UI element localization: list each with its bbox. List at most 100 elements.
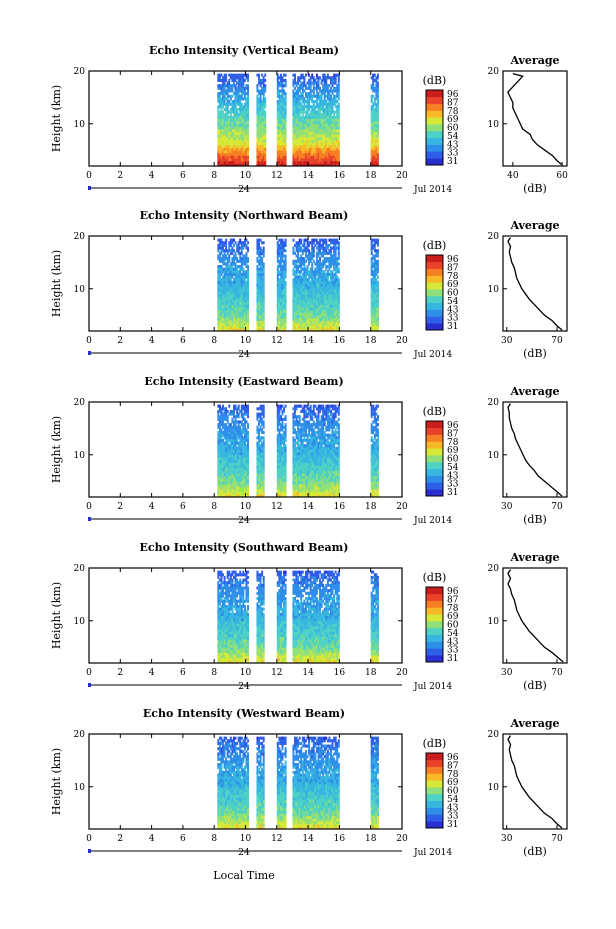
panel-1-heat-cell [311, 100, 314, 104]
panel-2-heat-cell [323, 320, 326, 324]
panel-3-heat-cell [237, 423, 240, 427]
panel-1-heat-cell [245, 121, 248, 125]
panel-2-heat-cell [337, 241, 340, 245]
panel-1-heat-cell [283, 136, 286, 141]
panel-2-heat-cell [226, 307, 229, 311]
panel-2-heat-cell [337, 283, 340, 287]
panel-2-heat-cell [330, 317, 332, 321]
panel-2-heat-cell [323, 301, 326, 306]
panel-1-heat-cell [311, 134, 314, 138]
panel-1-heat-cell [304, 147, 307, 151]
panel-1-heat-cell [328, 113, 331, 117]
panel-1-heat-cell [308, 155, 311, 159]
panel-2-heat-cell [229, 262, 232, 266]
panel-1-heat-cell [256, 89, 259, 93]
panel-2-heat-cell [229, 243, 232, 247]
panel-2-heat-cell [333, 304, 336, 308]
panel-2-heat-cell [322, 317, 325, 321]
panel-1-heat-cell [301, 73, 304, 77]
panel-1-heat-cell [231, 100, 234, 104]
panel-2-heat-cell [312, 320, 315, 324]
panel-2-heat-cell [234, 301, 237, 306]
panel-1-heat-cell [223, 158, 226, 162]
panel-1-heat-cell [303, 134, 306, 138]
panel-1-heat-cell [223, 100, 226, 104]
panel-1-heat-cell [232, 155, 235, 159]
panel-2-heat-cell [218, 280, 221, 284]
panel-2-heat-cell [320, 280, 323, 284]
panel-2-heat-cell [370, 238, 373, 242]
panel-2-heat-cell [281, 257, 284, 261]
panel-2-heat-cell [236, 328, 239, 332]
panel-2-heat-cell [375, 323, 378, 327]
panel-2-heat-cell [284, 307, 287, 311]
panel-2-heat-cell [306, 296, 309, 300]
panel-1-heat-cell [330, 134, 332, 138]
panel-1-heat-cell [239, 76, 242, 80]
panel-1-heat-cell [279, 105, 282, 109]
panel-2-heat-cell [237, 251, 240, 255]
panel-1-heat-cell [317, 142, 320, 146]
panel-1-heat-cell [301, 121, 304, 125]
panel-1-heat-cell [292, 94, 295, 98]
panel-1-heat-cell [336, 110, 339, 114]
panel-1-heat-cell [375, 118, 378, 122]
panel-2-heat-cell [218, 312, 221, 316]
panel-1-heat-cell [231, 144, 234, 148]
panel-1-heat-cell [226, 155, 229, 159]
panel-1-heat-cell [225, 136, 228, 141]
panel-1-heat-cell [308, 97, 311, 101]
panel-1-heat-cell [375, 126, 378, 130]
panel-2-heat-cell [328, 291, 331, 295]
panel-1-heat-cell [331, 92, 334, 96]
panel-2-heat-cell [223, 272, 226, 276]
panel-2-heat-cell [226, 280, 229, 284]
panel-1-heat-cell [264, 129, 267, 133]
panel-1-heat-cell [218, 160, 221, 164]
panel-2-heat-cell [242, 275, 245, 279]
panel-1-heat-cell [323, 97, 326, 101]
panel-1-heat-cell [317, 129, 320, 133]
panel-2-heat-cell [240, 323, 243, 327]
panel-1-heat-cell [284, 113, 287, 117]
panel-1-heat-cell [297, 118, 300, 122]
panel-2-heat-cell [256, 315, 259, 319]
panel-3-heat-cell [223, 470, 226, 474]
panel-2-heat-cell [315, 238, 318, 242]
panel-1-heat-cell [258, 123, 260, 127]
panel-3-heat-cell [218, 462, 221, 466]
panel-1-heat-cell [226, 89, 229, 93]
panel-1-heat-cell [225, 134, 228, 138]
panel-3-heat-cell [226, 431, 229, 435]
panel-2-heat-cell [234, 283, 237, 287]
panel-3-heat-cell [247, 467, 250, 472]
panel-2-heat-cell [376, 307, 379, 311]
panel-2-heat-cell [234, 320, 237, 324]
panel-2-heat-cell [225, 291, 228, 295]
panel-3-heat-cell [226, 481, 229, 485]
panel-2-heat-cell [217, 312, 220, 316]
panel-1-heat-cell [243, 129, 246, 133]
panel-1-heat-cell [231, 107, 234, 111]
panel-2-heat-cell [226, 259, 229, 263]
panel-2-heat-cell [308, 254, 311, 258]
panel-2-heat-cell [322, 299, 325, 303]
panel-2-heat-cell [279, 265, 282, 269]
panel-1-heat-cell [323, 147, 326, 151]
panel-2-heat-cell [245, 294, 248, 298]
panel-2-heat-cell [372, 301, 375, 306]
panel-2-heat-cell [298, 259, 301, 263]
panel-2-heat-cell [303, 291, 306, 295]
panel-2-heat-cell [298, 301, 301, 306]
panel-1-heat-cell [258, 118, 260, 122]
panel-2-heat-cell [376, 320, 379, 324]
panel-1-heat-cell [331, 142, 334, 146]
panel-3-heat-cell [218, 467, 221, 472]
panel-1-heat-cell [298, 147, 301, 151]
panel-1-heat-cell [276, 123, 279, 127]
panel-1-heat-cell [312, 129, 315, 133]
panel-2-heat-cell [334, 278, 337, 282]
panel-2-heat-cell [242, 299, 245, 303]
panel-1-heat-cell [245, 163, 248, 167]
panel-2-heat-cell [336, 238, 339, 242]
